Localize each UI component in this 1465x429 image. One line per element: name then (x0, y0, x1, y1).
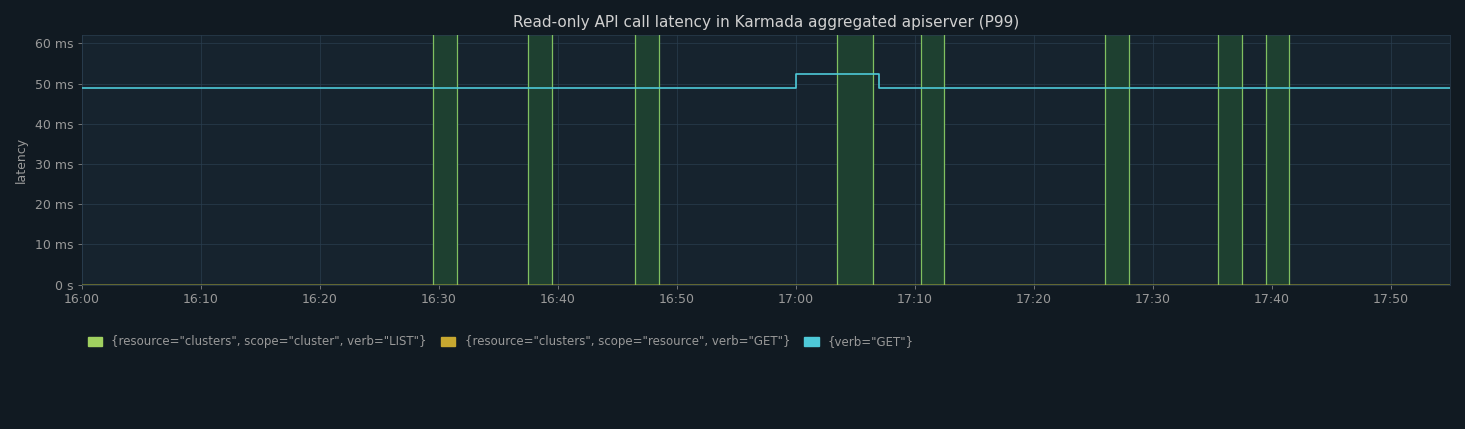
Bar (1217, 35, 1242, 284)
Title: Read-only API call latency in Karmada aggregated apiserver (P99): Read-only API call latency in Karmada ag… (513, 15, 1020, 30)
Bar (920, 35, 945, 284)
Bar (838, 35, 873, 284)
Bar (1105, 35, 1130, 284)
Bar (432, 35, 457, 284)
Bar (527, 35, 552, 284)
Bar (1266, 35, 1289, 284)
Legend: {resource="clusters", scope="cluster", verb="LIST"}, {resource="clusters", scope: {resource="clusters", scope="cluster", v… (88, 335, 914, 348)
Bar (636, 35, 659, 284)
Y-axis label: latency: latency (15, 137, 28, 183)
